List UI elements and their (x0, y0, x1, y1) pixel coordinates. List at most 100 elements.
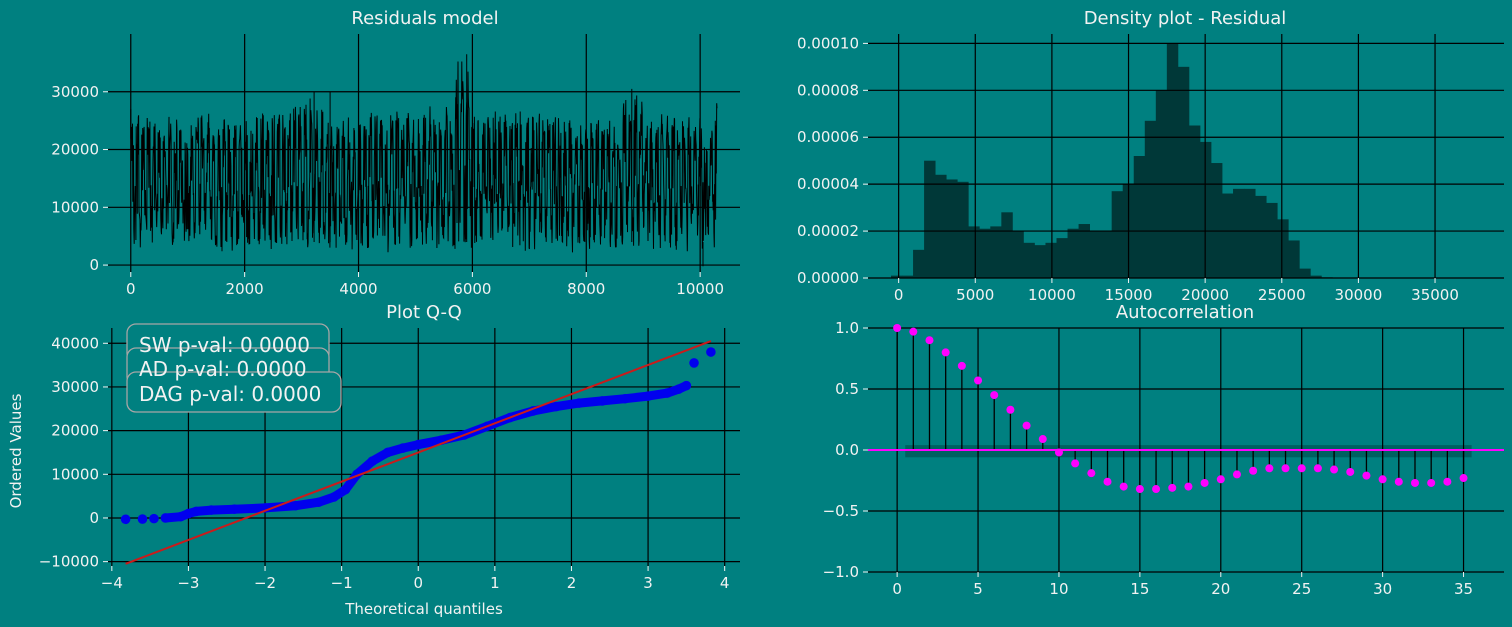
density-ytick-label: 0.00002 (797, 222, 859, 240)
density-bar (1133, 156, 1146, 278)
acf-marker (1249, 466, 1258, 475)
acf-marker (1443, 477, 1452, 486)
acf-xtick-label: 30 (1373, 580, 1392, 598)
acf-marker (1006, 405, 1015, 414)
acf-ytick-label: 0.0 (835, 441, 859, 459)
qq-point (120, 514, 131, 525)
residuals-xtick-label: 2000 (226, 280, 264, 298)
density-bar (990, 226, 1002, 278)
acf-ytick-label: −1.0 (823, 563, 859, 581)
acf-xtick-label: 10 (1049, 580, 1068, 598)
acf-title: Autocorrelation (1116, 302, 1254, 323)
density-bar (957, 181, 969, 278)
qq-point (149, 513, 159, 524)
qq-ytick-label: −10000 (39, 553, 99, 571)
density-bar (1089, 231, 1102, 278)
acf-marker (1135, 485, 1144, 494)
acf-marker (1394, 477, 1403, 486)
acf-ytick-label: −0.5 (823, 502, 859, 520)
acf-marker (1313, 464, 1322, 473)
residuals-chart: Residuals model 0 2000 4000 6000 8000 10000 0 1… (51, 8, 740, 298)
acf-marker (1071, 459, 1080, 468)
qq-point (313, 497, 324, 508)
density-ytick-label: 0.00006 (797, 128, 859, 146)
acf-chart: Autocorrelation 0 5 10 15 20 25 30 35 −1.0 −0.5 0.… (823, 302, 1504, 598)
density-bar (1277, 219, 1289, 278)
density-bar (1299, 268, 1311, 278)
qq-point (329, 492, 339, 502)
qq-point (191, 506, 201, 517)
acf-marker (909, 327, 918, 336)
qq-point (643, 391, 653, 401)
qq-xtick-label: 4 (720, 574, 730, 592)
qq-ytick-label: 0 (89, 509, 99, 527)
density-bar (1166, 43, 1179, 279)
residuals-ytick-label: 10000 (51, 198, 99, 216)
density-bar (1188, 125, 1201, 278)
acf-marker (1232, 470, 1241, 479)
qq-point (382, 447, 393, 458)
acf-marker (1103, 477, 1112, 486)
acf-marker (974, 376, 983, 385)
density-bar (979, 228, 991, 278)
acf-marker (1410, 478, 1419, 487)
density-bar (1001, 212, 1013, 278)
density-bar (1255, 195, 1267, 278)
qq-point (175, 511, 186, 522)
qq-point (398, 443, 408, 453)
density-bar (1056, 238, 1068, 278)
qq-ytick-label: 20000 (51, 422, 99, 440)
qq-point (662, 388, 673, 398)
density-bar (1045, 242, 1057, 278)
density-ytick-label: 0.00004 (797, 175, 859, 193)
density-bar (1012, 231, 1024, 278)
acf-marker (1038, 435, 1047, 444)
acf-markers (893, 324, 1468, 494)
qq-point (413, 439, 424, 450)
qq-ticks: −4 −3 −2 −1 0 1 2 3 4 −10000 0 10000 20000 30000 40000 (39, 334, 730, 592)
acf-marker (1152, 485, 1161, 494)
qq-xtick-label: −1 (331, 574, 353, 592)
qq-xtick-label: −3 (177, 574, 199, 592)
residuals-title: Residuals model (351, 8, 498, 29)
acf-marker (957, 361, 966, 370)
qq-xtick-label: 1 (490, 574, 500, 592)
acf-marker (1362, 471, 1371, 480)
qq-point (160, 513, 171, 523)
density-bar (1067, 228, 1079, 278)
density-ticks: 0 5000 10000 15000 20000 25000 30000 35000 0.000… (797, 34, 1459, 304)
density-bar (1111, 191, 1124, 278)
qq-xlabel: Theoretical quantiles (344, 600, 503, 618)
acf-marker (990, 391, 999, 400)
residuals-xtick-label: 8000 (567, 280, 605, 298)
qq-xtick-label: −2 (254, 574, 276, 592)
density-bar (913, 249, 925, 278)
acf-ticks: 0 5 10 15 20 25 30 35 −1.0 −0.5 0.0 0.5 1.0 (823, 319, 1474, 598)
acf-marker (1200, 478, 1209, 487)
acf-marker (1216, 475, 1225, 484)
acf-marker (1087, 469, 1096, 478)
density-bar (1100, 231, 1113, 278)
acf-marker (1459, 474, 1468, 483)
qq-point (229, 504, 240, 515)
acf-marker (893, 324, 902, 332)
residuals-xtick-label: 0 (126, 280, 136, 298)
residuals-xtick-label: 6000 (453, 280, 491, 298)
qq-point (681, 380, 692, 391)
acf-xtick-label: 5 (973, 580, 983, 598)
acf-ytick-label: 0.5 (835, 380, 859, 398)
density-grid (868, 34, 1504, 279)
residuals-ticks: 0 2000 4000 6000 8000 10000 0 10000 20000 30000 (51, 83, 724, 298)
density-ytick-label: 0.00010 (797, 34, 859, 52)
stat-box-dag (126, 371, 342, 413)
acf-marker (1281, 464, 1290, 473)
acf-xtick-label: 25 (1292, 580, 1311, 598)
acf-marker (925, 336, 934, 345)
qq-point (620, 393, 630, 404)
density-bar (1222, 193, 1234, 278)
density-bar (968, 226, 980, 278)
acf-marker (1022, 421, 1031, 430)
qq-xtick-label: 0 (413, 574, 423, 592)
qq-grid (108, 328, 740, 566)
